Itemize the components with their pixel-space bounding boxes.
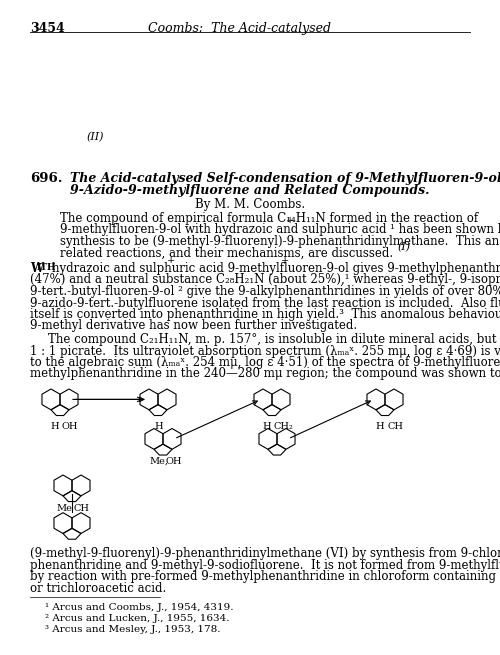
Text: OH: OH	[62, 422, 78, 431]
Text: CH: CH	[74, 504, 90, 513]
Text: 9-Azido-9-methylfluorene and Related Compounds.: 9-Azido-9-methylfluorene and Related Com…	[70, 184, 430, 197]
Text: itself is converted into phenanthridine in high yield.³  This anomalous behaviou: itself is converted into phenanthridine …	[30, 308, 500, 321]
Text: or trichloroacetic acid.: or trichloroacetic acid.	[30, 582, 166, 595]
Text: CH₂: CH₂	[274, 422, 294, 431]
Text: (II): (II)	[86, 132, 104, 142]
Text: 1 : 1 picrate.  Its ultraviolet absorption spectrum (λₘₐˣ. 255 mμ, log ε 4·69) i: 1 : 1 picrate. Its ultraviolet absorptio…	[30, 345, 500, 358]
Text: ¹ Arcus and Coombs, J., 1954, 4319.: ¹ Arcus and Coombs, J., 1954, 4319.	[45, 603, 234, 612]
Text: related reactions, and their mechanisms, are discussed.: related reactions, and their mechanisms,…	[60, 246, 393, 259]
Text: Me: Me	[56, 504, 72, 513]
Text: ² Arcus and Lucken, J., 1955, 1634.: ² Arcus and Lucken, J., 1955, 1634.	[45, 614, 230, 623]
Text: 9-methyl derivative has now been further investigated.: 9-methyl derivative has now been further…	[30, 320, 357, 333]
Text: H: H	[50, 422, 58, 431]
Text: by reaction with pre-formed 9-methylphenanthridine in chloroform containing sulp: by reaction with pre-formed 9-methylphen…	[30, 571, 500, 583]
Text: Coombs:  The Acid-catalysed: Coombs: The Acid-catalysed	[148, 22, 331, 35]
Text: H: H	[262, 422, 270, 431]
Text: The compound C₂₁H₁₁N, m. p. 157°, is insoluble in dilute mineral acids, but form: The compound C₂₁H₁₁N, m. p. 157°, is ins…	[48, 333, 500, 346]
Text: H: H	[154, 422, 162, 431]
Text: 696.: 696.	[30, 172, 62, 185]
Text: +: +	[281, 255, 289, 265]
Text: to the algebraic sum (λₘₐˣ. 254 mμ, log ε 4·51) of the spectra of 9-methylfluore: to the algebraic sum (λₘₐˣ. 254 mμ, log …	[30, 356, 500, 369]
Text: W: W	[30, 262, 44, 275]
Text: The compound of empirical formula C₁₄H₁₁N formed in the reaction of: The compound of empirical formula C₁₄H₁₁…	[60, 212, 478, 225]
Text: +: +	[286, 216, 294, 225]
Text: CH: CH	[387, 422, 403, 431]
Text: H: H	[375, 422, 384, 431]
Text: The Acid-catalysed Self-condensation of 9-Methylfluoren-9-ol :: The Acid-catalysed Self-condensation of …	[70, 172, 500, 185]
Text: (9-methyl-9-fluorenyl)-9-phenanthridinylmethane (VI) by synthesis from 9-chlorom: (9-methyl-9-fluorenyl)-9-phenanthridinyl…	[30, 547, 500, 560]
Text: By M. M. Coombs.: By M. M. Coombs.	[195, 198, 305, 211]
Text: ³ Arcus and Mesley, J., 1953, 178.: ³ Arcus and Mesley, J., 1953, 178.	[45, 626, 220, 634]
Text: 9-methylfluoren-9-ol with hydrazoic and sulphuric acid ¹ has been shown by: 9-methylfluoren-9-ol with hydrazoic and …	[60, 223, 500, 236]
Text: Me,: Me,	[149, 457, 168, 466]
Text: 3454: 3454	[30, 22, 65, 35]
Text: hydrazoic and sulphuric acid 9-methylfluoren-9-ol gives 9-methylphenanthridine: hydrazoic and sulphuric acid 9-methylflu…	[52, 262, 500, 275]
Text: 9-azido-9-tert.-butylfluorene isolated from the last reaction is included.  Also: 9-azido-9-tert.-butylfluorene isolated f…	[30, 297, 500, 310]
Text: +: +	[167, 255, 175, 265]
Text: phenanthridine and 9-methyl-9-sodiofluorene.  It is not formed from 9-methylfluo: phenanthridine and 9-methyl-9-sodiofluor…	[30, 559, 500, 572]
Text: synthesis to be (9-methyl-9-fluorenyl)-9-phenanthridinylmethane.  This and: synthesis to be (9-methyl-9-fluorenyl)-9…	[60, 235, 500, 248]
Text: ITH: ITH	[37, 263, 56, 272]
Text: (47%) and a neutral substance C₂₈H₂₁N (about 25%),¹ whereas 9-ethyl-, 9-isopropy: (47%) and a neutral substance C₂₈H₂₁N (a…	[30, 274, 500, 286]
Text: (I): (I)	[397, 242, 410, 252]
Text: methylphenanthridine in the 240—280 mμ region; the compound was shown to be: methylphenanthridine in the 240—280 mμ r…	[30, 367, 500, 381]
Text: 9-tert.-butyl-fluoren-9-ol ² give the 9-alkylphenanthridines in yields of over 8: 9-tert.-butyl-fluoren-9-ol ² give the 9-…	[30, 285, 500, 298]
Text: OH: OH	[165, 457, 182, 466]
